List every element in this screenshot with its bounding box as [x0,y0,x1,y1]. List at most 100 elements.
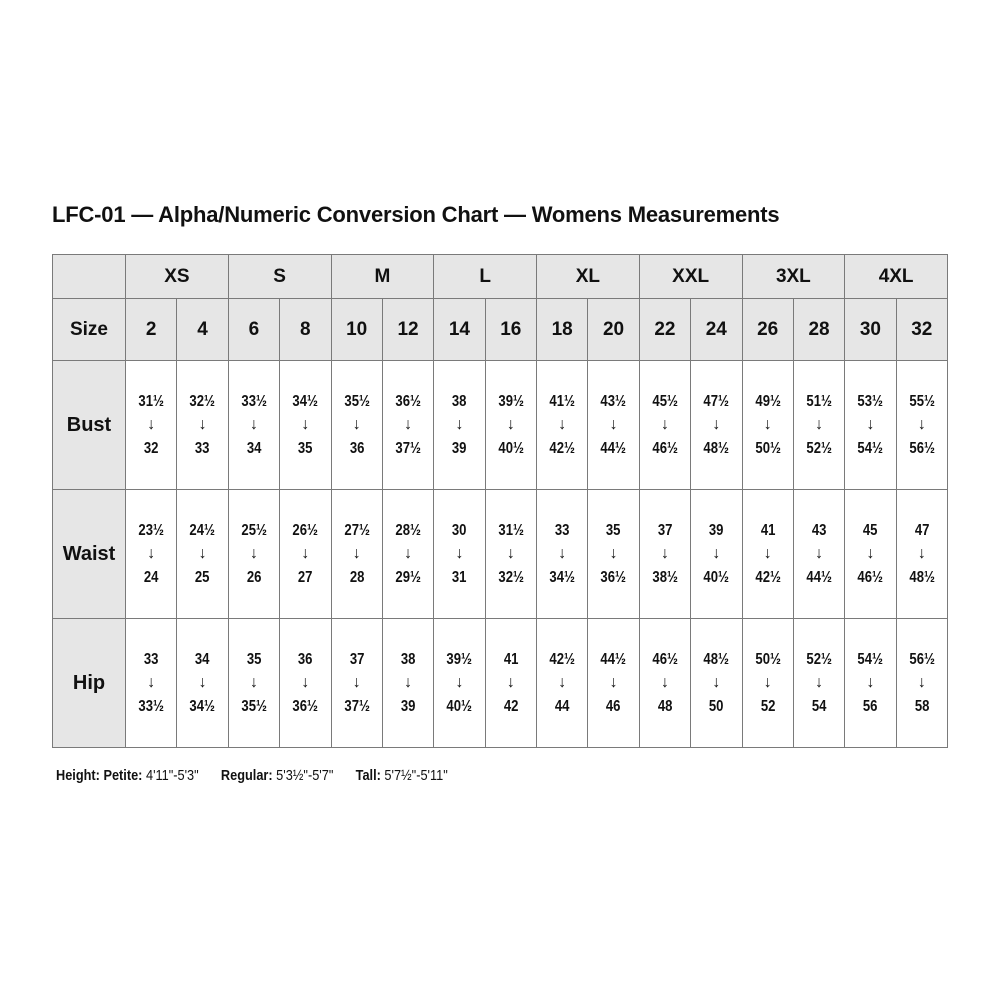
range-from: 33½ [241,393,267,410]
alpha-size-header: S [227,254,332,299]
measurement-cell: 54½ ↓ 56 [844,618,897,748]
range-to: 42 [503,698,519,715]
measurement-cell: 46½ ↓ 48 [638,618,692,748]
down-arrow-icon: ↓ [352,545,361,562]
measurement-cell: 41 ↓ 42 [484,618,538,748]
measurement-label: Hip [52,618,126,748]
range-to: 33 [195,440,210,457]
numeric-size-header: 6 [227,298,281,361]
numeric-size-header: 16 [484,298,538,361]
range-from: 45½ [652,393,678,410]
down-arrow-icon: ↓ [301,674,310,691]
range-from: 38 [400,651,416,668]
petite-label: Petite: [103,767,143,784]
down-arrow-icon: ↓ [763,416,772,433]
down-arrow-icon: ↓ [866,416,875,433]
range-from: 51½ [806,393,832,410]
height-label: Height: [56,767,100,784]
down-arrow-icon: ↓ [352,674,361,691]
numeric-size-header: 28 [792,298,846,361]
down-arrow-icon: ↓ [147,674,156,691]
range-from: 48½ [703,651,730,668]
down-arrow-icon: ↓ [815,674,824,691]
down-arrow-icon: ↓ [660,674,669,691]
corner-cell [52,254,126,299]
measurement-cell: 38 ↓ 39 [433,360,486,490]
range-to: 29½ [395,569,421,586]
measurement-cell: 51½ ↓ 52½ [792,360,846,490]
range-to: 39 [400,698,416,715]
range-to: 48½ [703,440,730,457]
tall-value: 5'7½"-5'11" [384,767,448,784]
down-arrow-icon: ↓ [455,416,464,433]
range-to: 28 [349,569,364,586]
measurement-cell: 34½ ↓ 35 [279,360,332,490]
range-to: 44½ [600,440,627,457]
numeric-size-header: 2 [124,298,178,361]
range-to: 35½ [241,698,267,715]
measurement-row-bust: Bust 31½ ↓ 32 32½ ↓ 33 33½ ↓ 34 34½ ↓ 35 35½ ↓ 36 36½ ↓ 37… [52,360,949,490]
alpha-size-header: 4XL [844,254,948,299]
measurement-cell: 38 ↓ 39 [381,618,435,748]
measurement-cell: 49½ ↓ 50½ [741,360,794,490]
chart-title: LFC-01 — Alpha/Numeric Conversion Chart … [52,202,780,227]
range-from: 37 [657,522,673,539]
range-to: 31 [452,569,467,586]
range-to: 36½ [292,698,319,715]
down-arrow-icon: ↓ [815,545,824,562]
numeric-size-header: 24 [690,298,743,361]
range-to: 35 [298,440,313,457]
measurement-cell: 44½ ↓ 46 [587,618,640,748]
measurement-row-waist: Waist 23½ ↓ 24 24½ ↓ 25 25½ ↓ 26 26½ ↓ 27 27½ ↓ 28 28½ ↓ 2… [52,489,949,619]
range-from: 41½ [549,393,575,410]
range-to: 36 [349,440,364,457]
measurement-cell: 24½ ↓ 25 [176,489,229,619]
range-to: 36½ [600,569,627,586]
measurement-label: Bust [52,360,126,490]
down-arrow-icon: ↓ [455,545,464,562]
range-from: 26½ [292,522,319,539]
measurement-cell: 23½ ↓ 24 [124,489,178,619]
range-from: 39½ [498,393,524,410]
range-to: 33½ [138,698,164,715]
down-arrow-icon: ↓ [558,416,567,433]
measurement-cell: 52½ ↓ 54 [792,618,846,748]
measurement-cell: 36½ ↓ 37½ [381,360,435,490]
measurement-cell: 47 ↓ 48½ [895,489,949,619]
range-from: 55½ [909,393,935,410]
measurement-cell: 36 ↓ 36½ [279,618,332,748]
down-arrow-icon: ↓ [198,416,207,433]
range-from: 50½ [754,651,781,668]
range-from: 47½ [703,393,730,410]
numeric-size-row: Size 2 4 6 8 10 12 14 16 18 20 22 24 26 28 30 32 [52,298,949,361]
range-to: 54 [811,698,827,715]
down-arrow-icon: ↓ [198,674,207,691]
range-from: 28½ [395,522,421,539]
range-from: 25½ [241,522,267,539]
measurement-cell: 53½ ↓ 54½ [844,360,897,490]
down-arrow-icon: ↓ [609,416,618,433]
range-to: 56½ [909,440,935,457]
range-to: 48 [657,698,673,715]
down-arrow-icon: ↓ [712,416,721,433]
down-arrow-icon: ↓ [198,545,207,562]
measurement-cell: 33 ↓ 33½ [124,618,178,748]
range-to: 37½ [343,698,370,715]
measurement-cell: 37 ↓ 38½ [638,489,692,619]
down-arrow-icon: ↓ [660,545,669,562]
range-from: 45 [863,522,878,539]
measurement-cell: 43 ↓ 44½ [792,489,846,619]
range-from: 41 [760,522,775,539]
down-arrow-icon: ↓ [147,545,156,562]
measurement-cell: 48½ ↓ 50 [690,618,743,748]
measurement-cell: 28½ ↓ 29½ [381,489,435,619]
range-to: 40½ [703,569,730,586]
measurement-cell: 35 ↓ 36½ [587,489,640,619]
measurement-cell: 35 ↓ 35½ [227,618,281,748]
size-conversion-table: XS S M L XL XXL 3XL 4XL Size 2 4 6 8 10 12 14 16 18 20 22 24… [52,254,949,748]
alpha-size-row: XS S M L XL XXL 3XL 4XL [52,254,948,299]
range-from: 54½ [857,651,884,668]
down-arrow-icon: ↓ [712,674,721,691]
range-from: 27½ [343,522,370,539]
numeric-size-header: 10 [330,298,383,361]
